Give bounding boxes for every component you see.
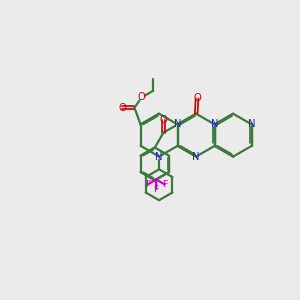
Text: N: N [155,152,163,161]
Text: O: O [138,92,146,103]
Text: N: N [174,119,182,129]
Text: N: N [211,119,218,129]
Text: O: O [160,115,167,125]
Text: O: O [118,103,126,113]
Text: F: F [162,180,167,189]
Text: N: N [248,119,256,129]
Text: F: F [145,180,150,189]
Text: O: O [193,93,201,103]
Text: F: F [153,185,159,194]
Text: N: N [192,152,200,161]
